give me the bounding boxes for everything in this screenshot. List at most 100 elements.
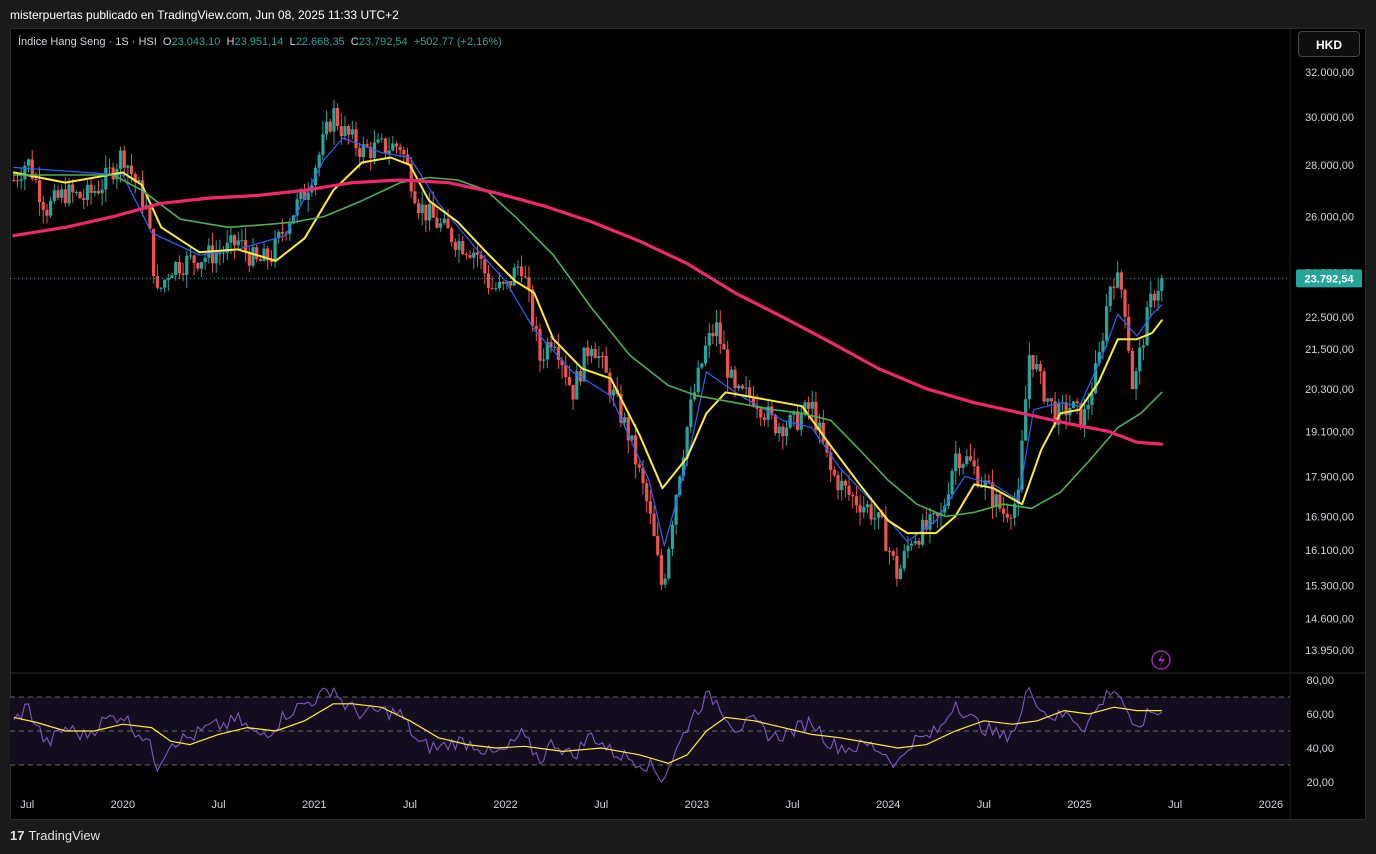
candle-down[interactable] (1001, 508, 1006, 514)
candle-down[interactable] (608, 372, 612, 396)
moving-average-line[interactable] (12, 178, 1164, 446)
candle-up[interactable] (221, 252, 226, 254)
candle-up[interactable] (623, 417, 627, 423)
candle-down[interactable] (365, 144, 369, 147)
candle-down[interactable] (413, 191, 417, 204)
candle-down[interactable] (12, 180, 16, 182)
candle-down[interactable] (347, 126, 351, 135)
candle-down[interactable] (1038, 364, 1042, 372)
candle-down[interactable] (832, 470, 836, 476)
candle-up[interactable] (943, 505, 947, 513)
candle-down[interactable] (383, 138, 388, 154)
candle-down[interactable] (435, 217, 439, 228)
candle-down[interactable] (740, 385, 744, 389)
candle-up[interactable] (961, 464, 965, 468)
candle-up[interactable] (799, 413, 803, 430)
candle-down[interactable] (1112, 286, 1116, 288)
candle-up[interactable] (166, 278, 170, 280)
candle-up[interactable] (288, 223, 292, 234)
candle-up[interactable] (295, 199, 299, 216)
candle-down[interactable] (1053, 401, 1057, 425)
candle-up[interactable] (553, 346, 557, 348)
candle-up[interactable] (707, 332, 711, 346)
candle-down[interactable] (751, 396, 755, 406)
candle-up[interactable] (306, 192, 310, 200)
rsi-line[interactable] (13, 686, 1163, 783)
candle-down[interactable] (133, 173, 137, 183)
candle-down[interactable] (1119, 272, 1123, 290)
candle-up[interactable] (317, 154, 321, 168)
candle-up[interactable] (457, 241, 461, 250)
candle-down[interactable] (508, 281, 513, 286)
candle-down[interactable] (726, 349, 730, 378)
candle-down[interactable] (266, 248, 270, 261)
candle-up[interactable] (784, 427, 789, 437)
candle-up[interactable] (545, 342, 549, 360)
candle-up[interactable] (225, 242, 229, 253)
candle-down[interactable] (181, 273, 185, 275)
candle-up[interactable] (1145, 307, 1149, 346)
candle-down[interactable] (641, 467, 645, 484)
candle-up[interactable] (667, 548, 671, 579)
candle-up[interactable] (174, 261, 178, 276)
candle-up[interactable] (324, 121, 329, 135)
candle-up[interactable] (251, 247, 255, 266)
candle-up[interactable] (597, 355, 601, 359)
candle-down[interactable] (917, 541, 921, 545)
candle-down[interactable] (196, 262, 200, 269)
candle-down[interactable] (34, 178, 38, 181)
candle-up[interactable] (910, 543, 914, 546)
candle-down[interactable] (464, 254, 468, 256)
candle-up[interactable] (928, 514, 932, 530)
candle-down[interactable] (483, 258, 487, 274)
candle-up[interactable] (343, 126, 347, 137)
candle-up[interactable] (332, 108, 336, 132)
candle-down[interactable] (302, 189, 307, 200)
candle-up[interactable] (685, 427, 689, 458)
candle-down[interactable] (475, 252, 480, 255)
candle-down[interactable] (1152, 293, 1157, 301)
candle-up[interactable] (420, 204, 424, 214)
candle-up[interactable] (1035, 364, 1039, 370)
candle-down[interactable] (177, 261, 182, 274)
candle-up[interactable] (681, 457, 686, 477)
candle-down[interactable] (531, 289, 535, 326)
candle-down[interactable] (258, 259, 262, 261)
candle-up[interactable] (387, 150, 391, 154)
candle-down[interactable] (648, 501, 652, 514)
candle-up[interactable] (273, 238, 277, 263)
candle-down[interactable] (490, 288, 494, 290)
candle-up[interactable] (439, 223, 443, 228)
candle-up[interactable] (946, 494, 951, 506)
lightning-icon[interactable] (1151, 650, 1171, 670)
candle-down[interactable] (1075, 401, 1079, 404)
candle-up[interactable] (582, 347, 586, 382)
candle-up[interactable] (744, 387, 748, 389)
candle-up[interactable] (277, 231, 281, 239)
currency-button[interactable]: HKD (1298, 31, 1360, 57)
candle-down[interactable] (461, 241, 465, 255)
candle-down[interactable] (924, 519, 928, 530)
candle-up[interactable] (729, 369, 733, 378)
moving-average-line[interactable] (13, 174, 1163, 518)
candle-down[interactable] (564, 365, 568, 378)
candle-up[interactable] (428, 203, 432, 221)
candle-down[interactable] (843, 480, 847, 486)
candle-up[interactable] (93, 191, 97, 193)
candle-down[interactable] (479, 254, 483, 259)
candle-up[interactable] (1160, 278, 1164, 291)
candle-down[interactable] (402, 150, 406, 155)
candle-up[interactable] (203, 257, 207, 263)
candle-up[interactable] (49, 200, 53, 216)
candle-down[interactable] (869, 504, 873, 520)
candle-up[interactable] (1093, 363, 1098, 394)
candle-down[interactable] (711, 332, 715, 337)
candle-down[interactable] (1130, 350, 1134, 390)
candle-up[interactable] (185, 255, 189, 275)
candle-up[interactable] (575, 371, 579, 400)
moving-average-line[interactable] (12, 156, 1163, 535)
candle-up[interactable] (23, 165, 27, 180)
candle-up[interactable] (674, 495, 678, 525)
candle-down[interactable] (748, 387, 752, 397)
candle-up[interactable] (218, 252, 222, 254)
